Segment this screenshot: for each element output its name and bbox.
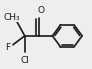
Text: F: F	[5, 43, 10, 52]
Text: CH₃: CH₃	[4, 13, 20, 22]
Text: Cl: Cl	[20, 56, 29, 65]
Text: O: O	[37, 6, 44, 15]
